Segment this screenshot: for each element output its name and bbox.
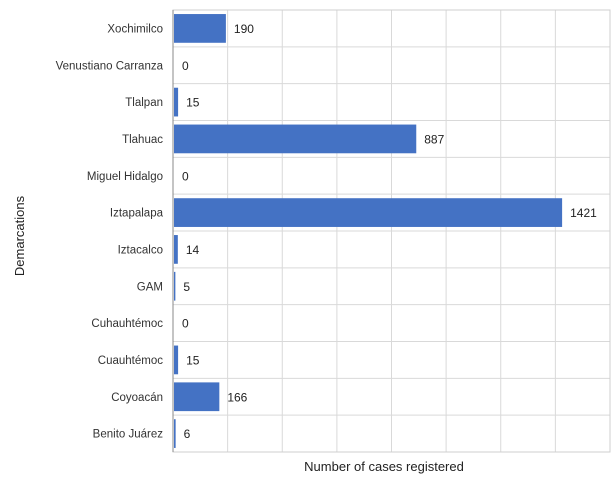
category-label: Cuauhtémoc (98, 355, 163, 367)
data-label: 166 (227, 390, 247, 404)
data-label: 0 (182, 59, 189, 73)
category-label: Venustiano Carranza (56, 60, 164, 72)
data-label: 0 (182, 317, 189, 331)
category-label: Coyoacán (111, 392, 163, 404)
bar (174, 198, 563, 227)
data-label: 14 (186, 243, 200, 257)
x-axis-title: Number of cases registered (304, 459, 464, 474)
bar (174, 382, 220, 412)
bar (174, 235, 178, 264)
data-label: 190 (234, 22, 254, 36)
grid-layer (172, 9, 611, 453)
data-label: 15 (186, 353, 200, 367)
data-label: 5 (183, 280, 190, 294)
data-label: 887 (424, 132, 444, 146)
bar (174, 271, 176, 301)
data-label: 1421 (570, 206, 597, 220)
category-label: Benito Juárez (93, 429, 164, 441)
category-label: Tlahuac (122, 134, 163, 146)
category-label: GAM (137, 281, 163, 293)
bar (174, 87, 179, 117)
bar (174, 14, 226, 43)
category-label: Miguel Hidalgo (87, 171, 163, 183)
data-label: 0 (182, 169, 189, 183)
category-label: Iztapalapa (110, 208, 164, 220)
category-label: Iztacalco (118, 244, 163, 256)
category-labels: Xochimilco Venustiano Carranza Tlalpan Tlah… (56, 23, 164, 440)
bar (174, 419, 176, 448)
bar (174, 345, 179, 375)
y-axis-title: Demarcations (12, 195, 27, 276)
category-label: Xochimilco (107, 23, 163, 35)
bar (174, 124, 417, 154)
data-label: 15 (186, 96, 200, 110)
bar-layer (174, 14, 563, 448)
category-label: Tlalpan (125, 97, 163, 109)
data-label: 6 (184, 427, 191, 441)
label-layer: 190 0 15 887 0 1421 14 5 0 15 166 6 (182, 22, 597, 441)
category-label: Cuhauhtémoc (91, 318, 163, 330)
